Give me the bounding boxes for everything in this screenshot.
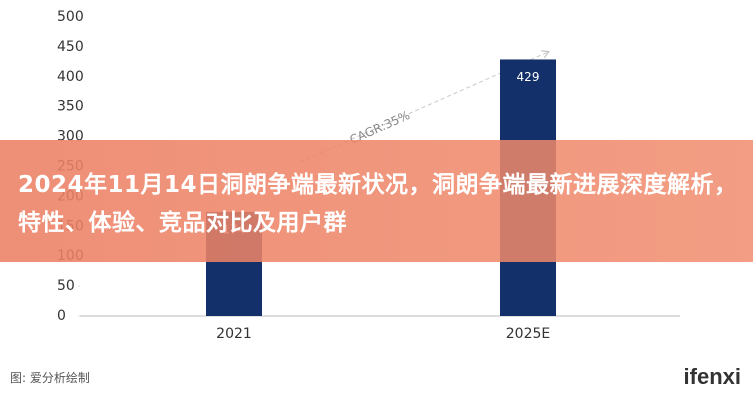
y-tick-label: 450 [57,39,84,55]
overlay-banner: 2024年11月14日洞朗争端最新状况，洞朗争端最新进展深度解析，特性、体验、竞… [0,140,753,262]
y-tick-label: 500 [57,9,84,25]
logo: ifenxi [683,364,741,389]
y-tick-label: 0 [57,308,66,324]
x-tick-label: 2021 [216,326,252,342]
y-tick-label: 400 [57,69,84,85]
headline: 2024年11月14日洞朗争端最新状况，洞朗争端最新进展深度解析，特性、体验、竞… [18,172,738,236]
y-tick-label: 50 [57,278,75,294]
x-tick-label: 2025E [506,326,550,342]
y-tick-label: 350 [57,99,84,115]
value-label: 429 [517,70,540,84]
source-note: 图: 爱分析绘制 [10,371,90,385]
